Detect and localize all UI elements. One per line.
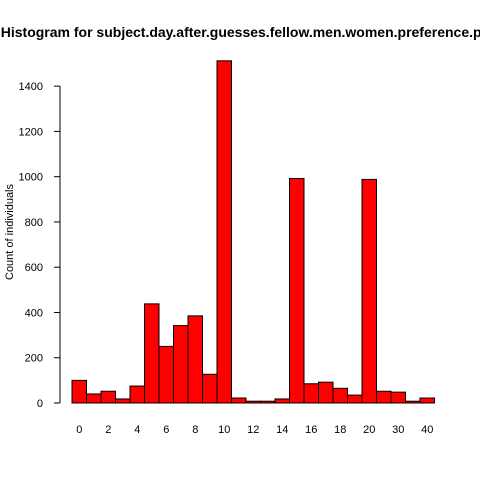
x-tick-label-8: 8 <box>192 424 198 436</box>
histogram-bar-2 <box>100 390 116 404</box>
x-tick-label-40: 40 <box>421 424 433 436</box>
histogram-bar-40 <box>419 397 435 404</box>
histogram-bar-10 <box>216 60 232 404</box>
histogram-bar-17 <box>318 381 334 404</box>
histogram-bar-12 <box>245 400 261 404</box>
histogram-bar-6 <box>158 345 174 404</box>
y-tick-label-1000: 1000 <box>19 172 43 184</box>
chart-title: Histogram for subject.day.after.guesses.… <box>1 24 480 40</box>
x-tick-label-16: 16 <box>305 424 317 436</box>
histogram-bar-1 <box>86 393 102 404</box>
x-tick-label-10: 10 <box>218 424 230 436</box>
histogram-bar-14 <box>274 398 290 404</box>
histogram-bar-4 <box>129 385 145 404</box>
y-tick-label-1400: 1400 <box>19 81 43 93</box>
x-tick-label-6: 6 <box>163 424 169 436</box>
x-tick-label-12: 12 <box>247 424 259 436</box>
x-tick-label-18: 18 <box>334 424 346 436</box>
x-tick-label-20: 20 <box>363 424 375 436</box>
histogram-bar-25 <box>376 390 392 404</box>
y-tick-label-1200: 1200 <box>19 126 43 138</box>
histogram-bar-15 <box>289 177 305 404</box>
x-tick-label-2: 2 <box>105 424 111 436</box>
y-tick-label-200: 200 <box>25 353 43 365</box>
histogram-bar-19 <box>347 394 363 404</box>
x-tick-label-14: 14 <box>276 424 288 436</box>
histogram-bar-16 <box>303 383 319 404</box>
histogram-bar-30 <box>390 391 406 404</box>
y-tick-label-600: 600 <box>25 262 43 274</box>
x-tick-label-0: 0 <box>76 424 82 436</box>
histogram-bar-9 <box>202 373 218 404</box>
y-tick-label-800: 800 <box>25 217 43 229</box>
x-tick-labels: 0 2 4 6 8 10 12 14 16 18 20 30 40 <box>76 424 433 436</box>
histogram-bar-35 <box>405 400 421 404</box>
y-tick-label-0: 0 <box>37 398 43 410</box>
y-axis-label: Count of individuals <box>4 184 16 281</box>
bars-group <box>71 60 435 404</box>
y-tick-label-400: 400 <box>25 307 43 319</box>
histogram-bar-13 <box>260 400 276 404</box>
histogram-bar-5 <box>144 303 160 404</box>
histogram-bar-8 <box>187 315 203 404</box>
histogram-bar-11 <box>231 397 247 404</box>
histogram-bar-3 <box>115 398 131 404</box>
histogram-bar-18 <box>332 387 348 404</box>
histogram-bar-20 <box>361 178 377 404</box>
x-tick-label-30: 30 <box>392 424 404 436</box>
x-tick-label-4: 4 <box>134 424 140 436</box>
histogram-bar-7 <box>173 325 189 404</box>
histogram-bar-0 <box>71 379 87 404</box>
y-axis: 0 200 400 600 800 1000 1200 1400 <box>19 81 61 410</box>
